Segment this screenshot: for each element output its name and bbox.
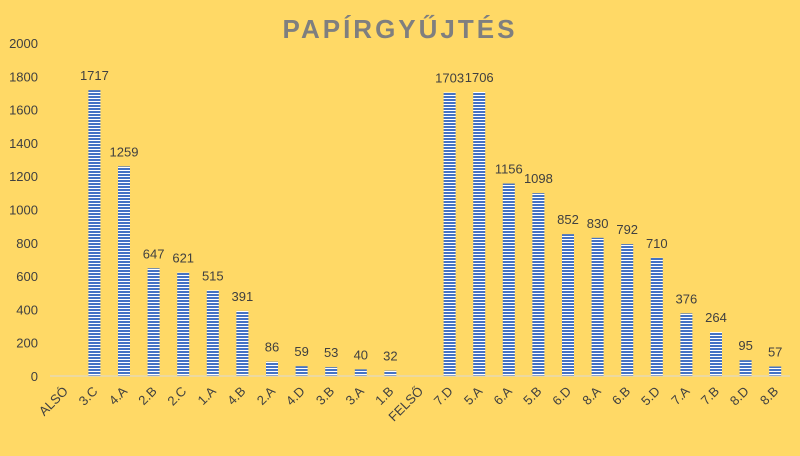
- x-tick-label: 5.B: [520, 384, 544, 408]
- bar: [118, 166, 130, 376]
- bar: [443, 92, 456, 376]
- bar: [710, 332, 722, 376]
- x-tick-label: 2.B: [135, 384, 159, 408]
- data-label: 1259: [110, 144, 139, 159]
- bar: [236, 310, 249, 376]
- data-label: 57: [768, 345, 782, 360]
- data-label: 1098: [524, 171, 553, 186]
- data-label: 852: [557, 212, 579, 227]
- y-tick-label: 600: [16, 269, 38, 284]
- bar: [680, 313, 693, 376]
- x-tick-label: 7.B: [698, 384, 722, 408]
- bars: 1717 1259 647 621 515 391 86 59 53 40 32 1703 1706 11…: [80, 68, 782, 377]
- x-tick-label: 7.A: [668, 383, 693, 408]
- y-tick-label: 1200: [9, 169, 38, 184]
- data-label: 1717: [80, 68, 109, 83]
- y-tick-label: 2000: [9, 36, 38, 51]
- data-label: 95: [738, 338, 752, 353]
- x-tick-label: 1.B: [372, 384, 396, 408]
- data-label: 1156: [495, 162, 523, 177]
- bar: [650, 257, 663, 376]
- x-tick-label: 5.D: [638, 384, 663, 409]
- chart-title: PAPÍRGYŰJTÉS: [282, 14, 518, 44]
- data-label: 391: [232, 289, 254, 304]
- bar: [769, 366, 782, 376]
- bar: [295, 366, 308, 376]
- bar: [384, 370, 397, 376]
- bar: [473, 91, 486, 377]
- bar: [266, 361, 278, 376]
- data-label: 621: [172, 251, 194, 266]
- data-label: 376: [676, 291, 698, 306]
- x-tick-label: 2.C: [164, 384, 189, 409]
- x-axis: ALSÓ 3.C 4.A 2.B 2.C 1.A 4.B 2.A 4.D 3.B 3.A 1.BFEL…: [36, 375, 790, 424]
- x-tick-label: 5.A: [461, 383, 486, 408]
- bar: [621, 244, 634, 376]
- x-tick-label: 8.B: [757, 384, 781, 408]
- data-label: 59: [294, 344, 308, 359]
- bar: [206, 290, 219, 376]
- data-label: 86: [265, 340, 279, 355]
- x-tick-label: 6.D: [549, 384, 574, 409]
- y-tick-label: 1400: [9, 136, 38, 151]
- x-tick-label: 8.D: [727, 384, 752, 409]
- bar: [177, 272, 190, 376]
- x-tick-label: 3.C: [76, 384, 101, 409]
- y-tick-label: 1600: [9, 103, 38, 118]
- data-label: 830: [587, 216, 609, 231]
- data-label: 53: [324, 345, 338, 360]
- data-label: 1706: [465, 70, 494, 85]
- data-label: 40: [354, 347, 368, 362]
- data-label: 710: [646, 236, 668, 251]
- x-tick-label: ALSÓ: [36, 384, 71, 419]
- bar: [562, 234, 574, 376]
- x-tick-label: 1.A: [195, 383, 220, 408]
- bar: [739, 360, 752, 376]
- data-label: 1703: [435, 70, 464, 85]
- y-tick-label: 1800: [9, 69, 38, 84]
- y-axis: 0 200 400 600 800 1000 1200 1400 1600 1800 2000: [9, 36, 38, 384]
- data-label: 515: [202, 268, 224, 283]
- x-tick-label: 4.D: [283, 384, 308, 409]
- x-tick-label: 2.A: [254, 383, 279, 408]
- y-tick-label: 200: [16, 336, 38, 351]
- y-tick-label: 800: [16, 236, 38, 251]
- x-tick-label: 6.A: [491, 383, 516, 408]
- data-label: 792: [616, 222, 638, 237]
- data-label: 647: [143, 246, 165, 261]
- y-tick-label: 1000: [9, 203, 38, 218]
- x-tick-label: 4.A: [106, 383, 131, 408]
- x-tick-label: 6.B: [609, 384, 633, 408]
- x-tick-label: 7.D: [431, 384, 456, 409]
- bar: [325, 367, 338, 376]
- x-tick-label: 3.A: [343, 383, 368, 408]
- bar: [147, 268, 160, 376]
- bar: [88, 90, 101, 376]
- bar: [532, 193, 545, 376]
- bar: [591, 237, 604, 376]
- data-label: 264: [705, 310, 727, 325]
- bar: [502, 183, 515, 376]
- data-label: 32: [383, 349, 397, 364]
- x-tick-label: 4.B: [224, 384, 248, 408]
- y-tick-label: 0: [31, 369, 38, 384]
- y-tick-label: 400: [16, 302, 38, 317]
- bar: [354, 369, 367, 376]
- x-tick-label: 3.B: [313, 384, 337, 408]
- x-tick-label: 8.A: [579, 383, 604, 408]
